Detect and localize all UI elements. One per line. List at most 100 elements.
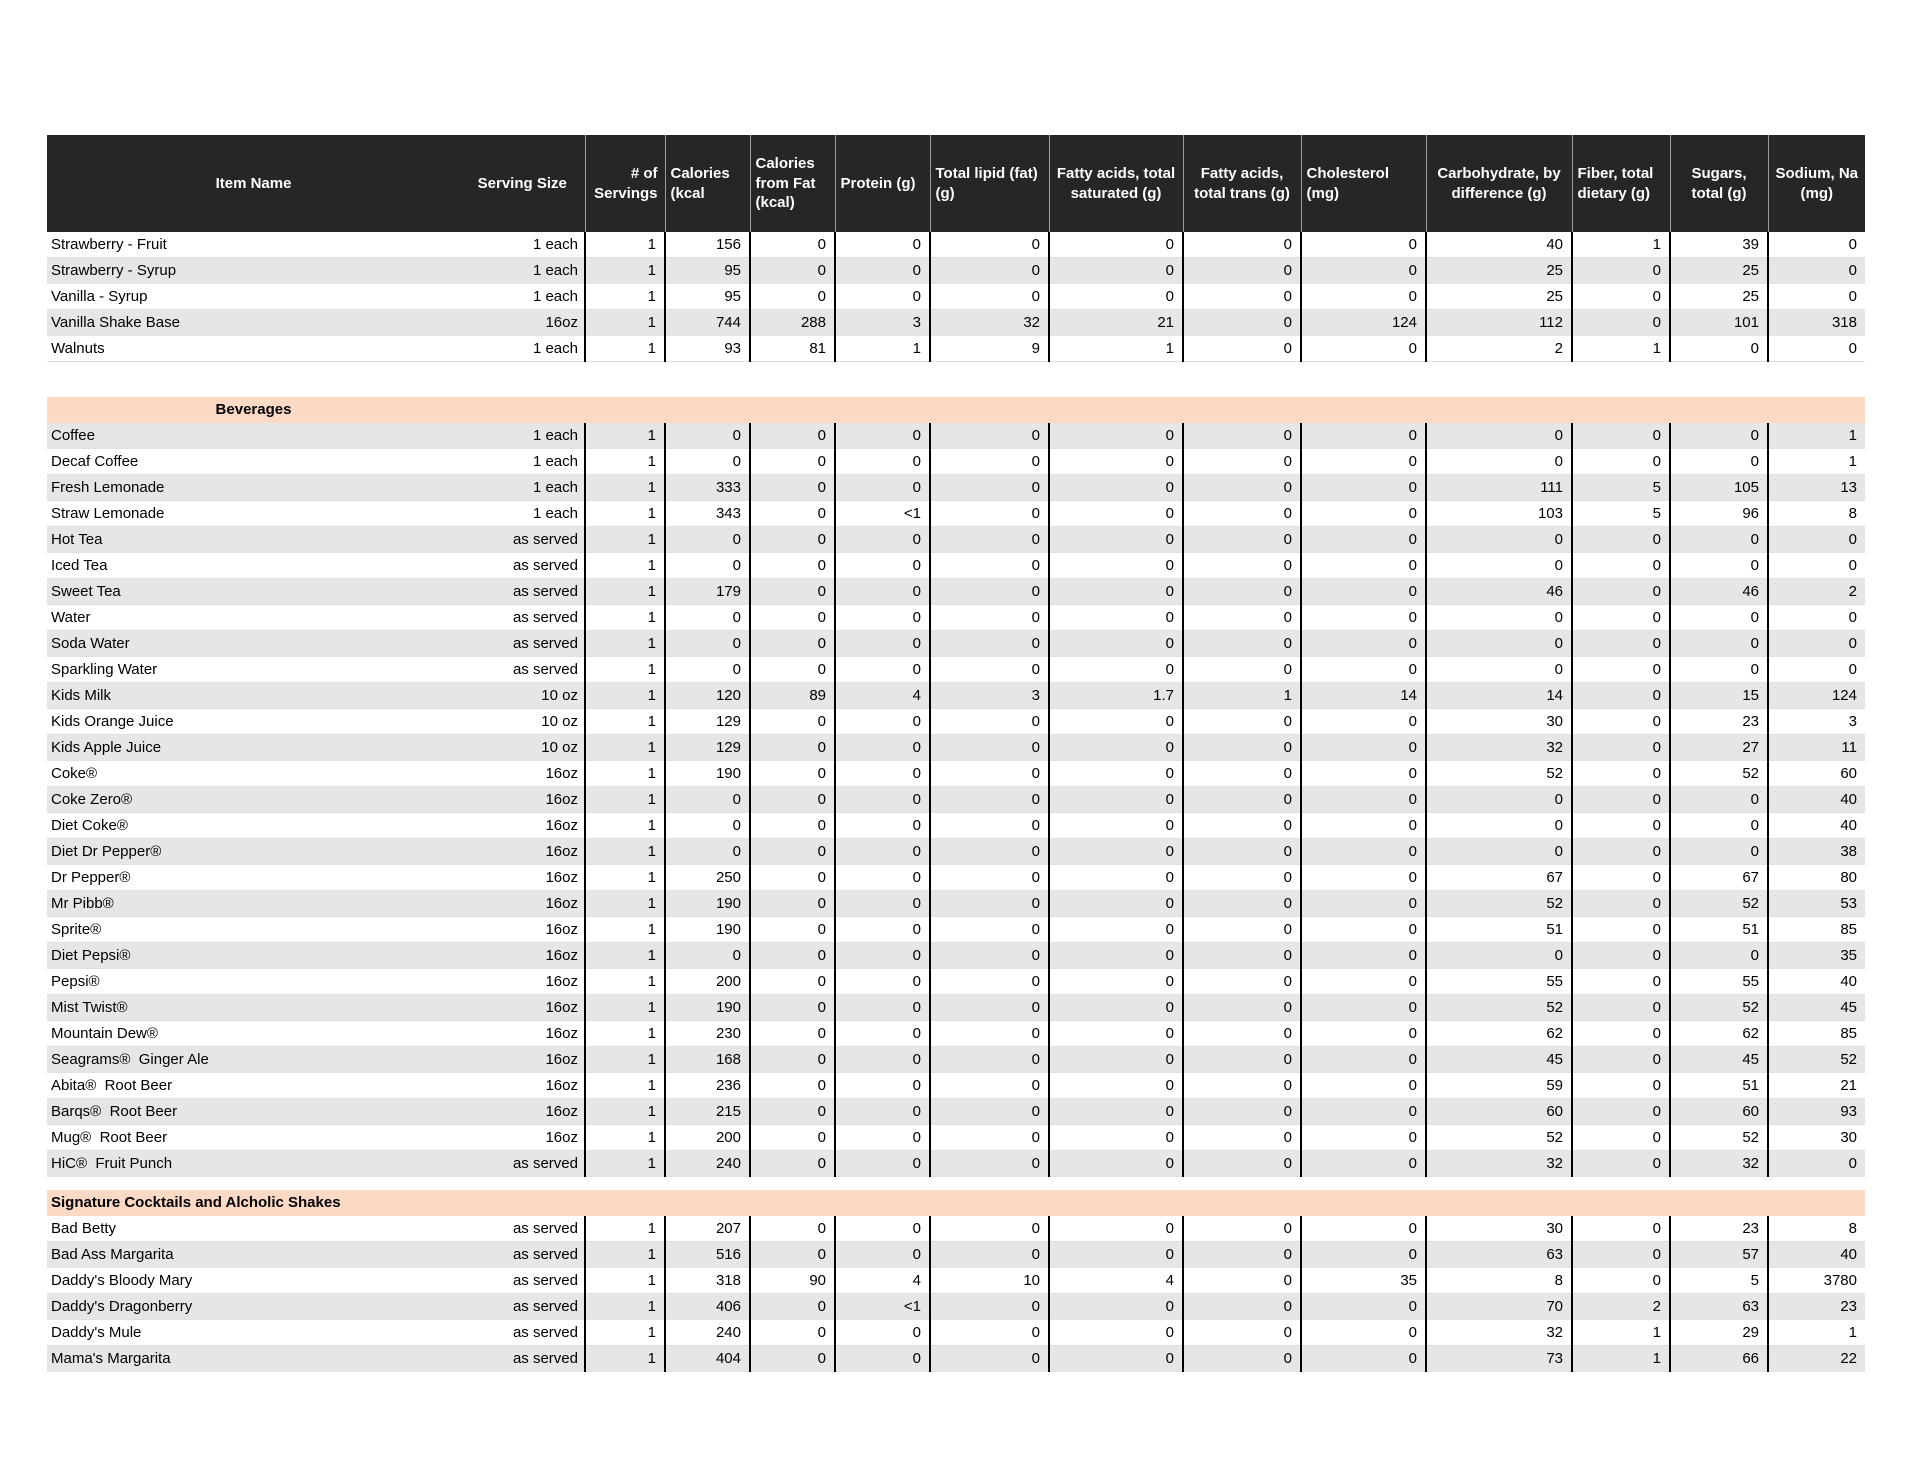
item-name-cell: Sparkling Water (47, 656, 460, 683)
value-cell: 30 (1425, 1216, 1572, 1242)
value-cell: 0 (1425, 942, 1572, 969)
value-cell: 0 (1767, 283, 1865, 310)
value-cell: 0 (834, 916, 930, 943)
table-row: Dr Pepper® 16oz 1 250 0 0 0 0 0 0 67 0 67 80 (47, 864, 1865, 891)
value-cell: 0 (1425, 448, 1572, 475)
value-cell: 0 (834, 604, 930, 631)
value-cell: 3 (929, 682, 1049, 709)
value-cell: 0 (1048, 968, 1183, 995)
value-cell: 4 (1048, 1267, 1183, 1294)
value-cell: 1 (584, 526, 665, 553)
item-name-cell: HiC® Fruit Punch (47, 1150, 460, 1177)
value-cell: 0 (1048, 864, 1183, 891)
value-cell: 0 (1669, 448, 1768, 475)
value-cell: 1 (584, 474, 665, 501)
value-cell: 0 (834, 1098, 930, 1125)
value-cell: 124 (1767, 682, 1865, 709)
value-cell: 0 (1182, 838, 1301, 865)
value-cell: 1 (1767, 423, 1865, 449)
value-cell: 30 (1425, 708, 1572, 735)
value-cell: 0 (1048, 1241, 1183, 1268)
serving-size-cell: 16oz (460, 786, 585, 813)
table-row: Hot Tea as served 1 0 0 0 0 0 0 0 0 0 0 0 (47, 526, 1865, 553)
value-cell: 0 (749, 734, 835, 761)
serving-size-cell: 16oz (460, 1046, 585, 1073)
value-cell: 1 (1571, 335, 1670, 362)
value-cell: 0 (1300, 890, 1426, 917)
value-cell: 343 (664, 500, 750, 527)
item-name-cell: Diet Coke® (47, 812, 460, 839)
value-cell: 0 (1182, 630, 1301, 657)
value-cell: 200 (664, 968, 750, 995)
value-cell: 0 (1182, 1150, 1301, 1177)
value-cell: 0 (1571, 1046, 1670, 1073)
value-cell: 0 (834, 1241, 930, 1268)
value-cell: 0 (749, 1046, 835, 1073)
column-header-sodium-na-mg: Sodium, Na (mg) (1767, 135, 1865, 232)
value-cell: 21 (1048, 309, 1183, 336)
value-cell: 0 (1571, 916, 1670, 943)
value-cell: 0 (929, 760, 1049, 787)
value-cell: 0 (834, 734, 930, 761)
value-cell: 60 (1425, 1098, 1572, 1125)
value-cell: 0 (1182, 656, 1301, 683)
value-cell: 93 (1767, 1098, 1865, 1125)
serving-size-cell: 16oz (460, 760, 585, 787)
value-cell: 1 (584, 1150, 665, 1177)
table-row: Mug® Root Beer 16oz 1 200 0 0 0 0 0 0 52 0 52 30 (47, 1124, 1865, 1151)
item-name-cell: Dr Pepper® (47, 864, 460, 891)
value-cell: 0 (1182, 1020, 1301, 1047)
serving-size-cell: 16oz (460, 838, 585, 865)
value-cell: 0 (1300, 1124, 1426, 1151)
value-cell: 0 (929, 916, 1049, 943)
column-header-carbohydrate-by-difference-g: Carbohydrate, by difference (g) (1425, 135, 1572, 232)
value-cell: 0 (834, 552, 930, 579)
value-cell: 1 (584, 604, 665, 631)
value-cell: 0 (929, 1150, 1049, 1177)
value-cell: 0 (1048, 994, 1183, 1021)
item-name-cell: Diet Pepsi® (47, 942, 460, 969)
value-cell: 129 (664, 734, 750, 761)
table-row: Mountain Dew® 16oz 1 230 0 0 0 0 0 0 62 0 62 85 (47, 1020, 1865, 1047)
section-header-row-signature-cocktails-and-alcholic-shakes: Signature Cocktails and Alcholic Shakes (47, 1190, 1865, 1216)
value-cell: 0 (1048, 1124, 1183, 1151)
value-cell: 1 (584, 578, 665, 605)
value-cell: 67 (1669, 864, 1768, 891)
value-cell: 14 (1300, 682, 1426, 709)
value-cell: 3 (834, 309, 930, 336)
value-cell: 2 (1571, 1293, 1670, 1320)
value-cell: 0 (929, 448, 1049, 475)
value-cell: 0 (1048, 656, 1183, 683)
value-cell: 0 (1300, 604, 1426, 631)
value-cell: 0 (1300, 812, 1426, 839)
serving-size-cell: 1 each (460, 283, 585, 310)
item-name-cell: Hot Tea (47, 526, 460, 553)
value-cell: 52 (1669, 994, 1768, 1021)
value-cell: 129 (664, 708, 750, 735)
table-row: Bad Ass Margarita as served 1 516 0 0 0 0 0 0 63 0 5… (47, 1241, 1865, 1268)
value-cell: 0 (664, 552, 750, 579)
value-cell: 0 (834, 942, 930, 969)
value-cell: 1 (584, 552, 665, 579)
item-name-cell: Decaf Coffee (47, 448, 460, 475)
value-cell: 0 (1571, 1124, 1670, 1151)
column-header-fatty-acids-total-saturated-g: Fatty acids, total saturated (g) (1048, 135, 1183, 232)
value-cell: 207 (664, 1216, 750, 1242)
value-cell: 30 (1767, 1124, 1865, 1151)
value-cell: 0 (1048, 734, 1183, 761)
value-cell: 1 (1767, 1319, 1865, 1346)
value-cell: 95 (664, 283, 750, 310)
table-row: Coke® 16oz 1 190 0 0 0 0 0 0 52 0 52 60 (47, 760, 1865, 787)
value-cell: 0 (1300, 1319, 1426, 1346)
value-cell: 0 (1182, 423, 1301, 449)
value-cell: 0 (929, 864, 1049, 891)
value-cell: 0 (749, 448, 835, 475)
value-cell: 0 (1767, 232, 1865, 258)
value-cell: 236 (664, 1072, 750, 1099)
item-name-cell: Daddy's Dragonberry (47, 1293, 460, 1320)
value-cell: 0 (834, 864, 930, 891)
value-cell: 0 (1300, 1098, 1426, 1125)
serving-size-cell: 1 each (460, 474, 585, 501)
column-header-sugars-total-g: Sugars, total (g) (1669, 135, 1768, 232)
value-cell: 1 (584, 1046, 665, 1073)
